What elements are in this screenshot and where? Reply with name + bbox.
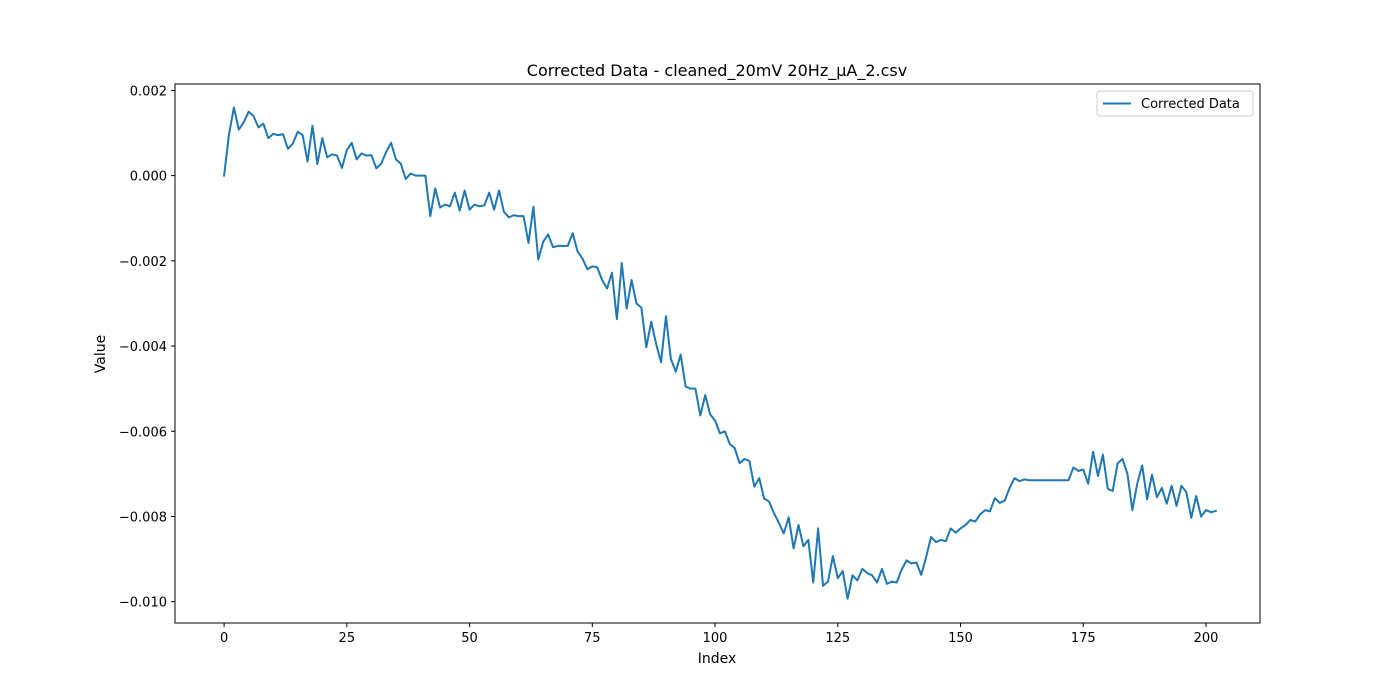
x-tick-label: 50 — [461, 631, 478, 646]
y-tick-label: −0.004 — [119, 340, 167, 355]
plot-area — [174, 83, 1261, 624]
x-tick-label: 125 — [825, 631, 850, 646]
x-axis-label: Index — [698, 651, 737, 667]
x-tick-label: 75 — [584, 631, 601, 646]
x-tick-label: 25 — [339, 631, 356, 646]
y-tick-label: −0.002 — [119, 255, 167, 270]
series-layer — [222, 106, 1218, 600]
legend-box — [1096, 90, 1254, 117]
y-tick-label: −0.006 — [119, 425, 167, 440]
y-axis-label: Value — [93, 335, 109, 373]
y-tick-label: 0.000 — [130, 170, 167, 185]
legend: Corrected Data — [1096, 90, 1254, 117]
y-axis-ticks: 0.002 0.000 −0.002 −0.004 −0.006 −0.008 −0.010 — [119, 84, 175, 611]
y-tick-label: −0.008 — [119, 510, 167, 525]
x-axis-ticks: 0 25 50 75 100 125 150 175 200 — [220, 623, 1218, 646]
x-tick-label: 200 — [1194, 631, 1219, 646]
x-tick-label: 150 — [948, 631, 973, 646]
x-tick-label: 0 — [220, 631, 228, 646]
x-tick-label: 100 — [703, 631, 728, 646]
series-line-corrected-data — [222, 106, 1218, 600]
chart-title: Corrected Data - cleaned_20mV 20Hz_µA_2.… — [527, 61, 907, 81]
x-tick-label: 175 — [1071, 631, 1096, 646]
y-tick-label: −0.010 — [119, 596, 167, 611]
legend-label: Corrected Data — [1141, 97, 1240, 112]
y-tick-label: 0.002 — [130, 84, 167, 99]
